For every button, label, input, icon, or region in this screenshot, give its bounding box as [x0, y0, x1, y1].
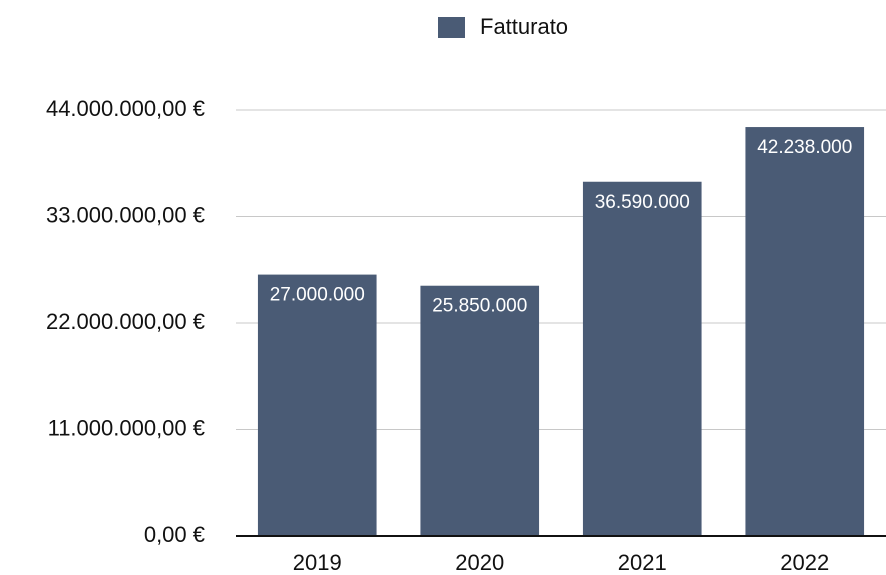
- y-tick-label: 22.000.000,00 €: [46, 309, 205, 334]
- value-label: 42.238.000: [757, 137, 852, 158]
- bar: [745, 127, 865, 537]
- y-tick-label: 33.000.000,00 €: [46, 202, 205, 227]
- legend-swatch: [438, 17, 465, 38]
- x-tick-label: 2019: [293, 550, 342, 575]
- x-tick-label: 2022: [780, 550, 829, 575]
- y-tick-label: 0,00 €: [144, 522, 205, 547]
- y-tick-label: 11.000.000,00 €: [48, 415, 205, 440]
- bar: [257, 274, 377, 536]
- x-tick-label: 2021: [618, 550, 667, 575]
- x-tick-label: 2020: [455, 550, 504, 575]
- legend-label: Fatturato: [480, 14, 568, 39]
- value-label: 36.590.000: [595, 192, 690, 213]
- bar: [582, 181, 702, 536]
- y-tick-label: 44.000.000,00 €: [46, 96, 205, 121]
- value-label: 25.850.000: [432, 296, 527, 317]
- value-label: 27.000.000: [270, 285, 365, 306]
- bar: [420, 285, 540, 536]
